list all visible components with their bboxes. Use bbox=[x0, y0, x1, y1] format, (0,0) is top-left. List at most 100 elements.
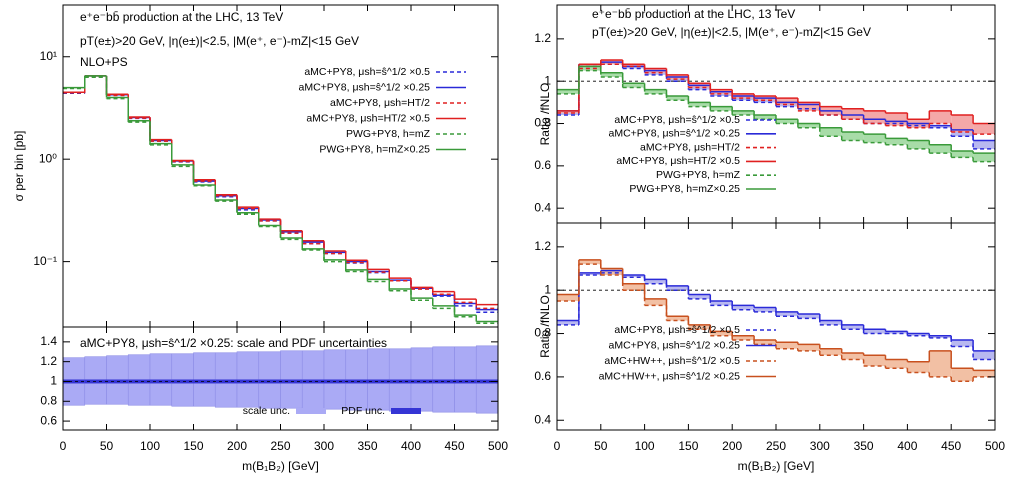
legend-label: aMC+HW++, μsh=ŝ^1/2 ×0.5 bbox=[604, 355, 740, 367]
legend-swatch bbox=[296, 408, 326, 414]
uncertainty-band bbox=[323, 349, 347, 410]
legend-label: aMC+PY8, μsh=ŝ^1/2 ×0.25 bbox=[298, 81, 430, 93]
ratio-band bbox=[754, 340, 776, 345]
y-axis-label: σ per bin [pb] bbox=[12, 131, 26, 202]
uncertainty-band bbox=[237, 379, 259, 384]
uncertainty-band bbox=[63, 379, 85, 384]
ratio-band bbox=[841, 108, 864, 120]
ratio-band bbox=[951, 340, 974, 347]
ratio-band bbox=[622, 66, 645, 69]
ratio-band bbox=[622, 275, 645, 278]
x-axis-label: m(B₁B₂) [GeV] bbox=[242, 459, 319, 473]
ratio-band bbox=[929, 144, 952, 154]
ratio-band bbox=[841, 353, 864, 360]
y-tick-label: 1 bbox=[544, 282, 551, 296]
ratio-band bbox=[907, 333, 930, 336]
uncertainty-band bbox=[432, 346, 455, 413]
ratio-band bbox=[907, 140, 930, 149]
ratio-band bbox=[797, 123, 820, 128]
ratio-band bbox=[819, 320, 842, 325]
x-tick-label: 300 bbox=[314, 439, 334, 453]
legend-label: aMC+PY8, μsh=HT/2 ×0.5 bbox=[306, 112, 430, 124]
ratio-band bbox=[710, 301, 733, 306]
chart-annotation: pT(e±)>20 GeV, |η(e±)|<2.5, |M(e⁺, e⁻)-m… bbox=[592, 25, 871, 39]
y-tick-label: 10¹ bbox=[40, 49, 57, 63]
ratio-band bbox=[885, 331, 908, 334]
ratio-band bbox=[557, 110, 579, 113]
ratio-band bbox=[710, 106, 733, 111]
ratio-band bbox=[951, 368, 974, 382]
ratio-band bbox=[907, 361, 930, 373]
legend-label: aMC+PY8, μsh=HT/2 ×0.5 bbox=[616, 155, 740, 167]
ratio-band bbox=[688, 294, 711, 299]
uncertainty-band bbox=[171, 379, 194, 384]
ratio-band bbox=[557, 320, 579, 325]
ratio-band bbox=[973, 350, 995, 360]
legend-label: PWG+PY8, h=mZ×0.25 bbox=[629, 183, 740, 195]
y-tick-label: 1.2 bbox=[534, 239, 551, 253]
y-tick-label: 1.2 bbox=[40, 354, 57, 368]
ratio-band bbox=[885, 112, 908, 126]
ratio-band bbox=[863, 355, 886, 367]
legend-label: aMC+PY8, μsh=ŝ^1/2 ×0.5 bbox=[304, 66, 430, 78]
legend-label: aMC+PY8, μsh=ŝ^1/2 ×0.5 bbox=[614, 114, 740, 126]
ratio-band bbox=[819, 127, 842, 137]
x-tick-label: 500 bbox=[985, 439, 1005, 453]
y-tick-label: 10⁻¹ bbox=[33, 254, 57, 268]
y-axis-label: Ratio /fNLO bbox=[538, 295, 552, 358]
ratio-band bbox=[600, 72, 623, 77]
ratio-band bbox=[929, 335, 952, 338]
y-tick-label: 0.4 bbox=[534, 412, 551, 426]
x-tick-label: 150 bbox=[183, 439, 203, 453]
ratio-band bbox=[797, 344, 820, 351]
ratio-band bbox=[863, 329, 886, 334]
uncertainty-band bbox=[410, 347, 434, 412]
ratio-band bbox=[754, 307, 776, 312]
ratio-band bbox=[797, 102, 820, 111]
ratio-band bbox=[819, 348, 842, 356]
x-tick-label: 350 bbox=[854, 439, 874, 453]
y-tick-label: 1.2 bbox=[534, 31, 551, 45]
ratio-band bbox=[644, 279, 667, 284]
ratio-band bbox=[951, 129, 974, 137]
plot-frame bbox=[62, 4, 499, 328]
ratio-band bbox=[776, 119, 798, 124]
legend-label: PWG+PY8, h=mZ bbox=[346, 128, 431, 140]
ratio-band bbox=[841, 324, 864, 330]
ratio-band bbox=[732, 305, 755, 310]
uncertainty-band bbox=[476, 379, 498, 384]
ratio-band bbox=[666, 96, 689, 101]
x-tick-label: 300 bbox=[810, 439, 830, 453]
ratio-band bbox=[666, 285, 689, 291]
legend-swatch bbox=[391, 408, 421, 414]
ratio-band bbox=[754, 115, 776, 120]
x-tick-label: 400 bbox=[897, 439, 917, 453]
ratio-band bbox=[710, 331, 733, 336]
ratio-band bbox=[973, 153, 995, 162]
ratio-band bbox=[688, 324, 711, 330]
x-tick-label: 200 bbox=[227, 439, 247, 453]
chart-title: e⁺e⁻bb̄ production at the LHC, 13 TeV bbox=[80, 10, 283, 24]
x-tick-label: 50 bbox=[594, 439, 608, 453]
x-tick-label: 250 bbox=[270, 439, 290, 453]
x-axis-label: m(B₁B₂) [GeV] bbox=[738, 459, 815, 473]
ratio-band bbox=[973, 140, 995, 149]
ratio-band bbox=[841, 131, 864, 141]
uncertainty-band bbox=[128, 379, 150, 384]
y-axis-label: Ratio /fNLO bbox=[538, 83, 552, 146]
y-tick-label: 0.6 bbox=[40, 413, 57, 427]
y-tick-label: 0.8 bbox=[40, 393, 57, 407]
ratio-band bbox=[885, 138, 908, 145]
legend-label: aMC+HW++, μsh=ŝ^1/2 ×0.25 bbox=[599, 370, 741, 382]
chart-annotation: pT(e±)>20 GeV, |η(e±)|<2.5, |M(e⁺, e⁻)-m… bbox=[80, 34, 359, 48]
x-tick-label: 450 bbox=[941, 439, 961, 453]
y-tick-label: 1.4 bbox=[40, 334, 57, 348]
uncertainty-band bbox=[454, 346, 477, 413]
legend-label: PWG+PY8, h=mZ×0.25 bbox=[319, 143, 430, 155]
y-tick-label: 0.8 bbox=[534, 116, 551, 130]
ratio-band bbox=[622, 83, 645, 88]
ratio-band bbox=[622, 283, 645, 291]
ratio-band bbox=[688, 102, 711, 107]
ratio-band bbox=[951, 151, 974, 158]
